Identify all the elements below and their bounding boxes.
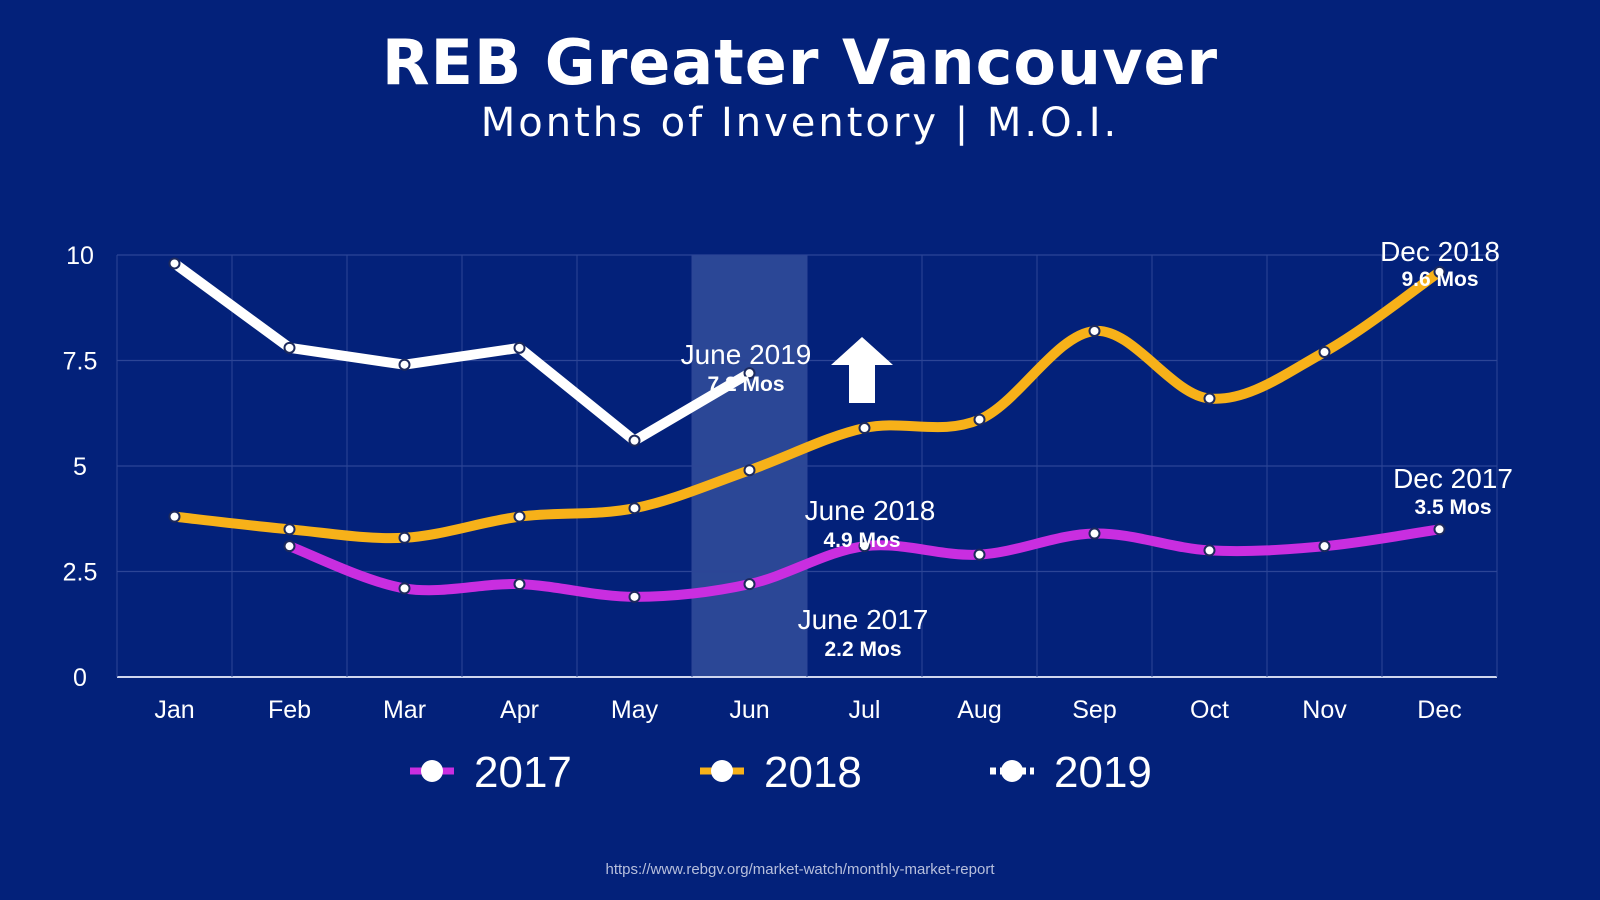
data-point-2019: [168, 257, 181, 270]
annotation-value: 2.2 Mos: [824, 638, 901, 661]
annotation-value: 4.9 Mos: [823, 529, 900, 552]
data-point-2018: [1203, 392, 1216, 405]
legend-marker: [711, 760, 733, 782]
data-point-2017: [513, 578, 526, 591]
legend-item-2018: 2018: [700, 748, 862, 797]
x-tick-label: Jul: [849, 696, 881, 724]
data-point-2019: [628, 434, 641, 447]
annotation-head: June 2017: [798, 604, 929, 635]
legend-label: 2018: [764, 748, 862, 797]
series-layer: [168, 257, 1446, 603]
data-point-2017: [858, 540, 871, 553]
legend-marker: [421, 760, 443, 782]
data-point-2019: [513, 341, 526, 354]
data-point-2019: [743, 367, 756, 380]
data-point-2018: [743, 464, 756, 477]
x-tick-label: Jun: [729, 696, 769, 724]
x-axis-ticks: Jan Feb Mar Apr May Jun Jul Aug Sep Oct Nov Dec: [154, 696, 1461, 724]
data-point-2017: [283, 540, 296, 553]
y-tick-label: 2.5: [63, 559, 98, 587]
arrow-layer: [831, 337, 893, 403]
series-2017: [283, 523, 1446, 603]
annotation: June 2017 2.2 Mos: [798, 604, 929, 661]
series-line-2019: [169, 258, 755, 446]
x-tick-label: Dec: [1417, 696, 1461, 724]
annotation-value: 3.5 Mos: [1414, 496, 1491, 519]
data-point-2019: [283, 341, 296, 354]
data-point-2017: [1088, 527, 1101, 540]
series-2019: [168, 257, 756, 447]
data-point-2017: [628, 590, 641, 603]
source-url[interactable]: https://www.rebgv.org/market-watch/month…: [605, 861, 995, 878]
up-arrow-icon: [831, 337, 893, 403]
data-point-2018: [973, 413, 986, 426]
y-tick-label: 0: [73, 664, 87, 692]
annotation: June 2019 7.2 Mos: [681, 339, 812, 396]
annotation-head: Dec 2018: [1380, 236, 1500, 267]
legend-item-2019: 2019: [990, 748, 1152, 797]
annotation: June 2018 4.9 Mos: [805, 495, 936, 552]
x-tick-label: Mar: [383, 696, 426, 724]
annotation-head: June 2018: [805, 495, 936, 526]
annotation-value: 7.2 Mos: [707, 373, 784, 396]
legend-marker: [1001, 760, 1023, 782]
x-tick-label: Jan: [154, 696, 194, 724]
y-tick-label: 5: [73, 453, 87, 481]
data-point-2018: [628, 502, 641, 515]
legend-label: 2017: [474, 748, 572, 797]
chart-title: REB Greater Vancouver: [381, 26, 1219, 99]
data-point-2018: [1088, 324, 1101, 337]
legend-item-2017: 2017: [410, 748, 572, 797]
data-point-2018: [858, 422, 871, 435]
data-point-2017: [743, 578, 756, 591]
legend: 2017 2018 2019: [410, 748, 1152, 797]
y-axis-ticks: 0 2.5 5 7.5 10: [63, 242, 98, 692]
data-point-2017: [1203, 544, 1216, 557]
data-point-2018: [398, 531, 411, 544]
x-tick-label: Apr: [500, 696, 539, 724]
series-2018: [168, 265, 1446, 544]
y-tick-label: 10: [66, 242, 94, 270]
data-point-2019: [398, 358, 411, 371]
annotation-head: Dec 2017: [1393, 463, 1513, 494]
chart-subtitle: Months of Inventory | M.O.I.: [480, 100, 1120, 146]
data-point-2017: [1318, 540, 1331, 553]
annotation-head: June 2019: [681, 339, 812, 370]
x-tick-label: Oct: [1190, 696, 1229, 724]
x-tick-label: Feb: [268, 696, 311, 724]
data-point-2018: [168, 510, 181, 523]
x-tick-label: Nov: [1302, 696, 1347, 724]
x-tick-label: Sep: [1072, 696, 1116, 724]
data-point-2018: [513, 510, 526, 523]
annotation-value: 9.6 Mos: [1401, 268, 1478, 291]
data-point-2018: [1318, 346, 1331, 359]
data-point-2018: [1433, 265, 1446, 278]
legend-label: 2019: [1054, 748, 1152, 797]
x-tick-label: May: [611, 696, 659, 724]
x-tick-label: Aug: [957, 696, 1001, 724]
data-point-2017: [398, 582, 411, 595]
data-point-2017: [1433, 523, 1446, 536]
y-tick-label: 7.5: [63, 348, 98, 376]
data-point-2017: [973, 548, 986, 561]
data-point-2018: [283, 523, 296, 536]
